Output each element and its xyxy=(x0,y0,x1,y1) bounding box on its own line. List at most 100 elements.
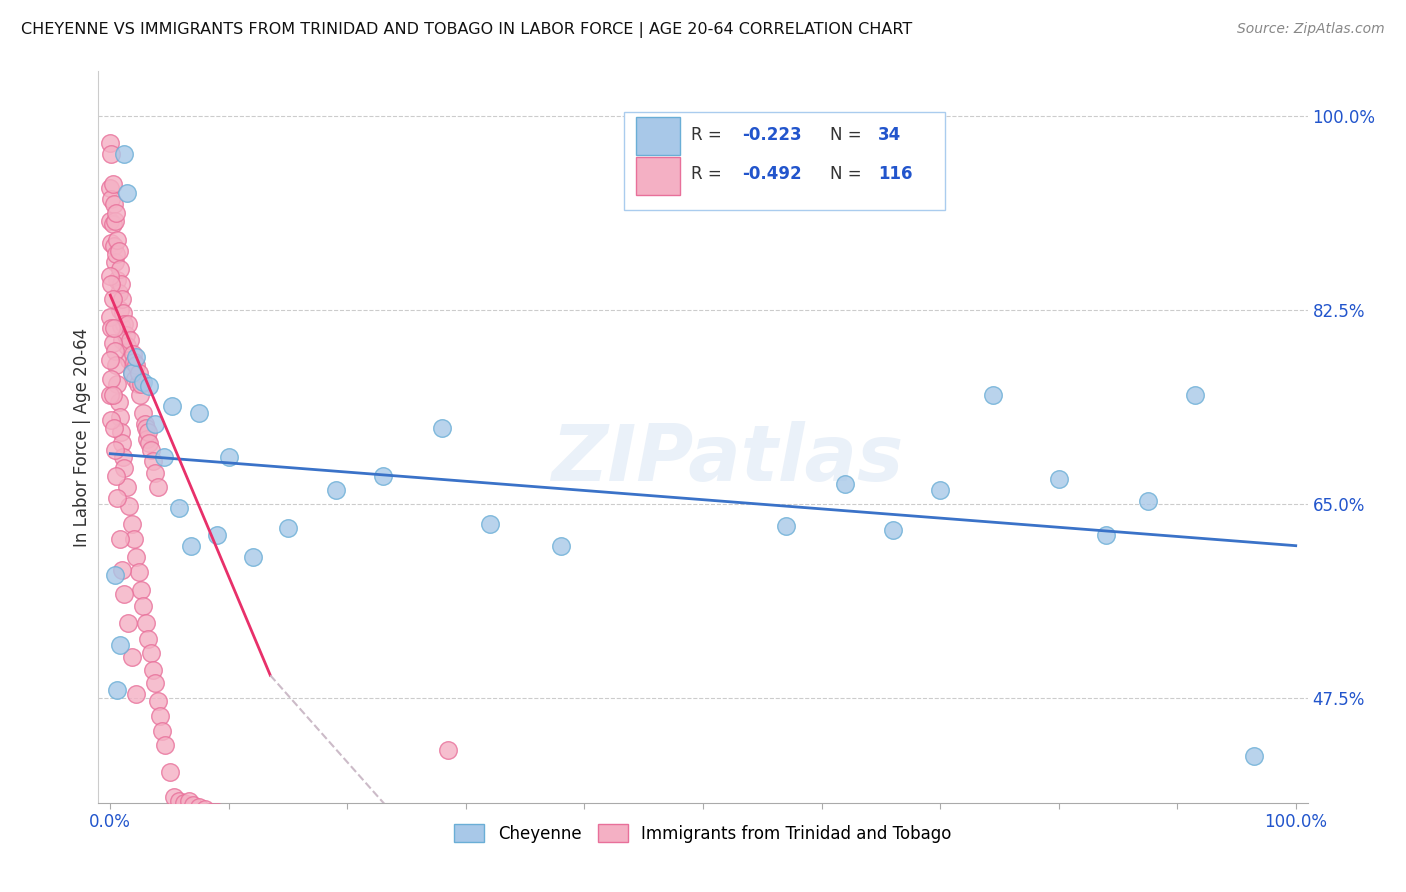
Point xyxy=(205,527,228,541)
Point xyxy=(139,646,162,660)
Point xyxy=(173,796,195,810)
Point xyxy=(105,682,128,697)
Point xyxy=(218,450,240,464)
Point xyxy=(108,410,131,425)
Text: 34: 34 xyxy=(879,126,901,144)
Point xyxy=(103,239,125,253)
Point xyxy=(101,178,124,192)
Point xyxy=(104,443,127,458)
Point xyxy=(98,214,121,228)
Point xyxy=(125,351,148,365)
Point xyxy=(125,687,148,701)
Point xyxy=(135,421,157,435)
Point xyxy=(253,814,276,828)
Point xyxy=(136,432,159,446)
Point xyxy=(105,206,128,220)
Point xyxy=(127,376,149,391)
Point xyxy=(242,549,264,564)
Point xyxy=(100,192,122,206)
Point xyxy=(550,539,572,553)
Point xyxy=(167,501,190,516)
Point xyxy=(132,375,155,389)
Point xyxy=(138,435,160,450)
Point xyxy=(104,343,127,358)
Point xyxy=(177,794,200,808)
Point xyxy=(104,214,127,228)
Text: R =: R = xyxy=(690,165,727,183)
Point xyxy=(121,347,143,361)
Legend: Cheyenne, Immigrants from Trinidad and Tobago: Cheyenne, Immigrants from Trinidad and T… xyxy=(447,818,959,849)
Point xyxy=(212,806,235,821)
Point xyxy=(135,616,157,631)
Point xyxy=(110,277,132,292)
Point xyxy=(181,797,204,812)
FancyBboxPatch shape xyxy=(624,112,945,211)
Point xyxy=(122,355,145,369)
Point xyxy=(108,639,131,653)
Point xyxy=(114,147,136,161)
FancyBboxPatch shape xyxy=(637,157,681,195)
Point xyxy=(152,450,174,464)
Point xyxy=(115,339,138,353)
Point xyxy=(129,388,152,402)
Point xyxy=(114,461,136,475)
Point xyxy=(882,523,904,537)
Point xyxy=(136,425,159,439)
Point xyxy=(114,328,136,343)
Point xyxy=(101,335,124,350)
Point xyxy=(111,333,134,347)
Text: Source: ZipAtlas.com: Source: ZipAtlas.com xyxy=(1237,22,1385,37)
Point xyxy=(188,800,211,814)
Point xyxy=(264,815,287,830)
Point xyxy=(983,388,1005,402)
Point xyxy=(834,476,856,491)
Point xyxy=(132,406,155,420)
Point xyxy=(100,277,122,292)
Point xyxy=(111,563,134,577)
Point xyxy=(1243,749,1265,764)
Point xyxy=(108,261,131,276)
Point xyxy=(107,285,129,300)
Text: N =: N = xyxy=(830,165,868,183)
Point xyxy=(98,310,121,325)
Point xyxy=(115,480,138,494)
Point xyxy=(128,366,150,380)
Point xyxy=(775,518,797,533)
Point xyxy=(371,468,394,483)
Point xyxy=(104,567,127,582)
Point xyxy=(124,372,146,386)
Point xyxy=(98,269,121,284)
Point xyxy=(149,709,172,723)
Point xyxy=(101,292,124,306)
Point xyxy=(143,417,166,431)
Point xyxy=(121,366,143,380)
Point xyxy=(105,376,128,391)
Point xyxy=(112,306,135,320)
Point xyxy=(121,649,143,664)
Point xyxy=(224,809,246,823)
Point xyxy=(122,532,145,546)
Point xyxy=(188,406,211,420)
Point xyxy=(111,435,134,450)
Point xyxy=(138,379,160,393)
Point xyxy=(146,694,169,708)
Point xyxy=(143,676,166,690)
Point xyxy=(180,539,202,553)
Point xyxy=(152,723,174,738)
Point xyxy=(125,549,148,564)
Point xyxy=(200,805,222,819)
Point xyxy=(110,319,132,334)
Point xyxy=(142,663,165,677)
Point xyxy=(1095,527,1118,541)
Point xyxy=(101,217,124,231)
Point xyxy=(110,425,132,439)
Point xyxy=(139,443,162,458)
Point xyxy=(125,358,148,372)
Point xyxy=(437,742,460,756)
Point xyxy=(1184,388,1206,402)
Point xyxy=(163,790,186,805)
Point xyxy=(167,794,190,808)
Point xyxy=(100,413,122,427)
Text: -0.492: -0.492 xyxy=(742,165,801,183)
Point xyxy=(105,233,128,247)
